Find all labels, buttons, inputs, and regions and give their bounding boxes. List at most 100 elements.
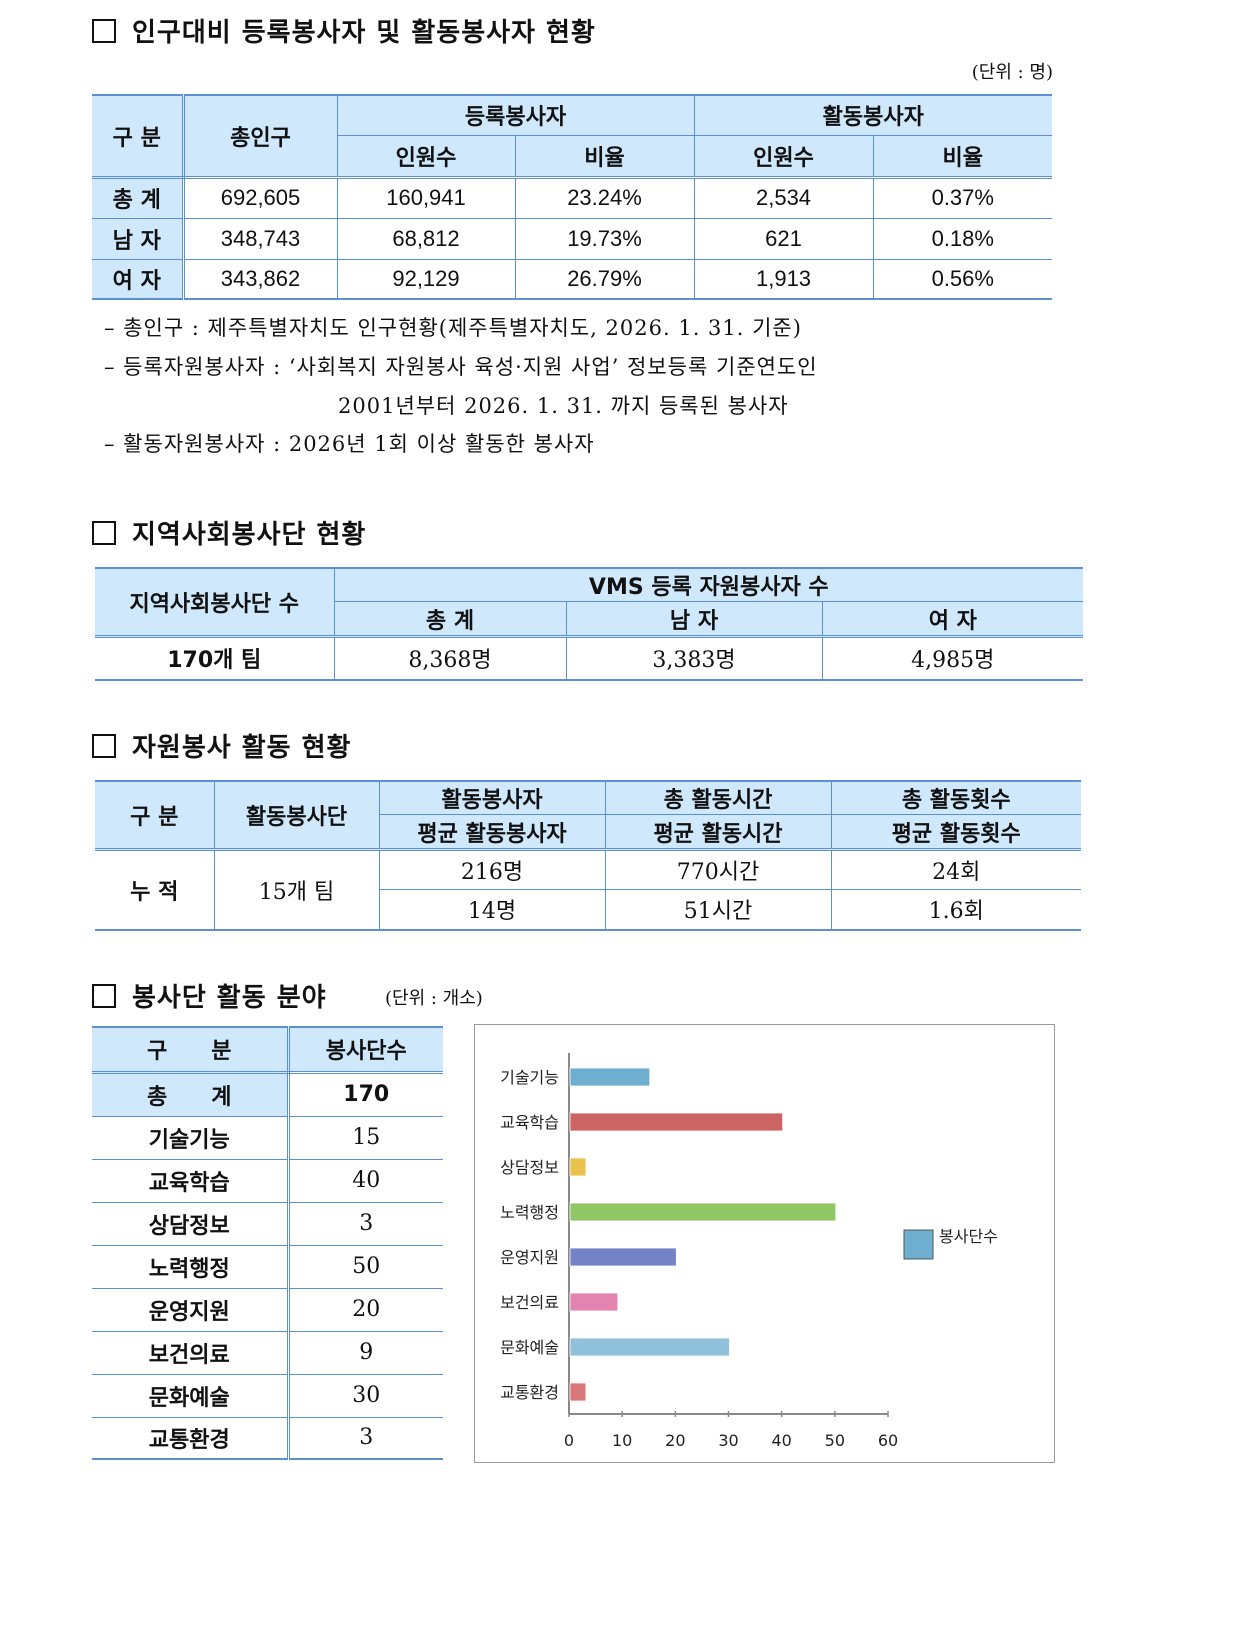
table-row-total: 총 계 170	[92, 1071, 443, 1117]
x-tick-label: 30	[718, 1431, 738, 1450]
section1-unit: (단위 : 명)	[971, 62, 1053, 83]
category-label: 교통환경	[500, 1383, 559, 1402]
header-teams: 지역사회봉사단 수	[95, 567, 335, 638]
category-label: 문화예술	[500, 1338, 559, 1357]
table-row: 여 자 343,862 92,129 26.79% 1,913 0.56%	[92, 258, 1053, 300]
checkbox-square-icon	[92, 19, 116, 43]
note-total-pop: – 총인구 : 제주특별자치도 인구현황(제주특별자치도, 2026. 1. 3…	[104, 316, 802, 340]
checkbox-square-icon	[92, 984, 116, 1008]
category-label: 노력행정	[500, 1203, 559, 1222]
teams-cell: 170개 팀	[95, 636, 335, 680]
header-total: 총 계	[334, 601, 567, 638]
header-volunteers: 활동봉사자	[378, 780, 606, 815]
header-category: 구 분	[95, 780, 215, 851]
header-count: 총 활동횟수	[830, 780, 1081, 815]
row-label: 여 자	[92, 258, 185, 300]
header-registered: 등록봉사자	[336, 94, 695, 136]
x-tick-label: 20	[665, 1431, 685, 1450]
row-label: 총 계	[92, 176, 185, 219]
table-row: 누 적 15개 팀 216명 770시간 24회	[95, 849, 1081, 930]
reg-ratio-cell: 23.24%	[514, 176, 695, 219]
row-value: 50	[287, 1244, 443, 1289]
category-label: 기술기능	[500, 1068, 559, 1087]
note-registered: – 등록자원봉사자 : ‘사회복지 자원봉사 육성·지원 사업’ 정보등록 기준…	[104, 355, 818, 379]
row-value: 3	[287, 1416, 443, 1460]
reg-ratio-cell: 19.73%	[514, 217, 695, 260]
header-male: 남 자	[565, 601, 823, 638]
row-label: 교통환경	[92, 1416, 290, 1460]
total-pop-cell: 343,862	[182, 258, 338, 300]
table-row: 교육학습 40	[92, 1158, 443, 1203]
field-bar-chart: 0 10 20 30 40 50 60 기술기능 교육학습 상담정보 노력행정 운영지원 보건의료 문화예…	[474, 1024, 1055, 1463]
legend-label: 봉사단수	[939, 1227, 998, 1246]
female-cell: 4,985명	[821, 636, 1084, 680]
header-avg-hours: 평균 활동시간	[604, 814, 832, 851]
row-value: 40	[287, 1158, 443, 1203]
category-label: 보건의료	[500, 1293, 559, 1312]
avg-volunteers-cell: 14명	[379, 889, 606, 930]
bar-문화예술	[569, 1337, 730, 1357]
header-count: 봉사단수	[287, 1026, 443, 1074]
section4-title: 봉사단 활동 분야	[92, 977, 327, 1014]
header-total-pop: 총인구	[182, 94, 338, 179]
reg-count-cell: 160,941	[336, 176, 516, 219]
row-value: 30	[287, 1373, 443, 1418]
reg-count-cell: 92,129	[336, 258, 516, 300]
table-row: 문화예술 30	[92, 1373, 443, 1418]
row-label: 교육학습	[92, 1158, 290, 1203]
act-count-cell: 2,534	[693, 176, 874, 219]
note-active: – 활동자원봉사자 : 2026년 1회 이상 활동한 봉사자	[104, 432, 595, 456]
header-reg-ratio: 비율	[514, 134, 695, 179]
category-label: 교육학습	[500, 1113, 559, 1132]
row-label: 운영지원	[92, 1287, 290, 1332]
row-value: 9	[287, 1330, 443, 1375]
total-value: 170	[287, 1071, 443, 1117]
total-cell: 8,368명	[333, 636, 567, 680]
table-row: 교통환경 3	[92, 1416, 443, 1460]
bar-기술기능	[569, 1067, 651, 1087]
category-label: 운영지원	[500, 1248, 559, 1267]
row-label: 남 자	[92, 217, 185, 260]
table-row: 남 자 348,743 68,812 19.73% 621 0.18%	[92, 217, 1053, 260]
header-avg-volunteers: 평균 활동봉사자	[379, 814, 606, 851]
table-row: 총 계 692,605 160,941 23.24% 2,534 0.37%	[92, 176, 1053, 219]
field-table: 구 분 봉사단수 총 계 170 기술기능 15 교육학습 40 상담정보 3 노력행…	[92, 1026, 443, 1460]
table-row: 170개 팀 8,368명 3,383명 4,985명	[95, 636, 1084, 680]
act-ratio-cell: 0.56%	[872, 258, 1053, 300]
total-pop-cell: 692,605	[182, 176, 338, 219]
act-count-cell: 621	[693, 217, 874, 260]
header-act-ratio: 비율	[872, 134, 1053, 179]
header-vms: VMS 등록 자원봉사자 수	[333, 567, 1084, 602]
section3-title: 자원봉사 활동 현황	[92, 727, 351, 764]
row-label: 문화예술	[92, 1373, 290, 1418]
bar-노력행정	[569, 1202, 837, 1222]
legend-swatch	[903, 1229, 934, 1260]
act-ratio-cell: 0.18%	[872, 217, 1053, 260]
header-category: 구 분	[92, 1026, 290, 1074]
x-tick-label: 40	[771, 1431, 791, 1450]
row-label: 기술기능	[92, 1115, 290, 1160]
section4-unit: (단위 : 개소)	[385, 988, 483, 1009]
total-pop-cell: 348,743	[182, 217, 338, 260]
checkbox-square-icon	[92, 521, 116, 545]
population-volunteer-table: 구 분 총인구 등록봉사자 활동봉사자 인원수 비율 인원수 비율 총 계 69…	[92, 94, 1053, 300]
activity-table: 구 분 활동봉사단 활동봉사자 총 활동시간 총 활동횟수 평균 활동봉사자 평…	[95, 780, 1081, 931]
bar-운영지원	[569, 1247, 677, 1267]
row-value: 20	[287, 1287, 443, 1332]
x-tick-label: 10	[612, 1431, 632, 1450]
x-tick-label: 50	[825, 1431, 845, 1450]
act-ratio-cell: 0.37%	[872, 176, 1053, 219]
community-group-table: 지역사회봉사단 수 VMS 등록 자원봉사자 수 총 계 남 자 여 자 170…	[95, 567, 1084, 681]
groups-cell: 15개 팀	[213, 849, 380, 930]
row-value: 15	[287, 1115, 443, 1160]
avg-count-cell: 1.6회	[830, 889, 1081, 930]
section4-title-text: 봉사단 활동 분야	[132, 983, 327, 1013]
table-row: 14명 51시간 1.6회	[95, 889, 1081, 930]
male-cell: 3,383명	[565, 636, 823, 680]
header-groups: 활동봉사단	[213, 780, 380, 851]
table-row: 운영지원 20	[92, 1287, 443, 1332]
table-row: 보건의료 9	[92, 1330, 443, 1375]
total-label: 총 계	[92, 1071, 290, 1117]
table-row: 상담정보 3	[92, 1201, 443, 1246]
